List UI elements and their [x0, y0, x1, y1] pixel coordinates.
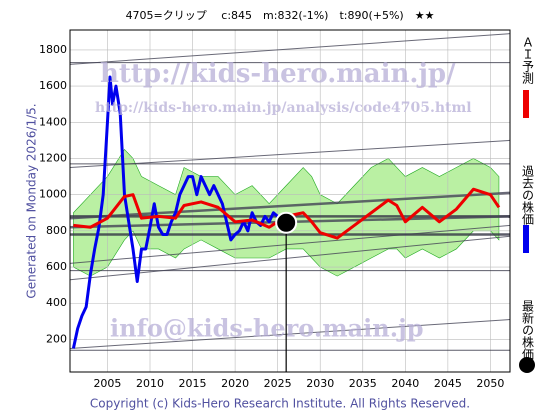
y-tick-label: 800	[46, 224, 67, 237]
y-tick-label: 1600	[39, 79, 67, 92]
watermark: http://kids-hero.main.jp/	[100, 59, 456, 89]
y-tick-label: 200	[46, 332, 67, 345]
legend-swatch	[523, 225, 529, 253]
series-line	[71, 75, 284, 349]
legend-label: ＡＩ予測	[521, 36, 535, 85]
y-tick-label: 1800	[39, 43, 67, 56]
legend-label: 最新の株価	[521, 300, 535, 360]
x-tick-label: 2010	[136, 377, 164, 390]
trend-line	[70, 224, 510, 264]
x-tick-label: 2015	[179, 377, 207, 390]
x-tick-label: 2050	[476, 377, 504, 390]
trend-line	[70, 139, 510, 169]
series-line	[73, 187, 501, 240]
y-tick-label: 1200	[39, 151, 67, 164]
trend-line	[70, 33, 510, 65]
x-tick-label: 2040	[391, 377, 419, 390]
y-tick-label: 400	[46, 296, 67, 309]
y-tick-label: 1400	[39, 115, 67, 128]
legend-swatch	[519, 357, 535, 373]
x-tick-label: 2035	[349, 377, 377, 390]
x-tick-label: 2020	[221, 377, 249, 390]
trend-line	[70, 191, 510, 220]
x-tick-label: 2025	[264, 377, 292, 390]
plot-frame	[69, 29, 511, 373]
y-tick-label: 1000	[39, 188, 67, 201]
x-tick-label: 2030	[306, 377, 334, 390]
trend-line	[70, 235, 510, 281]
latest-point	[275, 211, 298, 234]
legend-label: 過去の株価	[521, 165, 535, 225]
watermark: info@kids-hero.main.jp	[110, 314, 424, 343]
generated-note: Generated on Monday 2026/1/5.	[25, 103, 39, 298]
y-tick-label: 600	[46, 260, 67, 273]
copyright: Copyright (c) Kids-Hero Research Institu…	[90, 397, 470, 411]
legend-swatch	[523, 90, 529, 118]
x-tick-label: 2045	[434, 377, 462, 390]
chart-title: 4705=クリップ c:845 m:832(-1%) t:890(+5%) ★★	[126, 9, 435, 22]
x-tick-label: 2005	[93, 377, 121, 390]
trend-line	[70, 319, 510, 349]
watermark: http://kids-hero.main.jp/analysis/code47…	[95, 100, 472, 116]
